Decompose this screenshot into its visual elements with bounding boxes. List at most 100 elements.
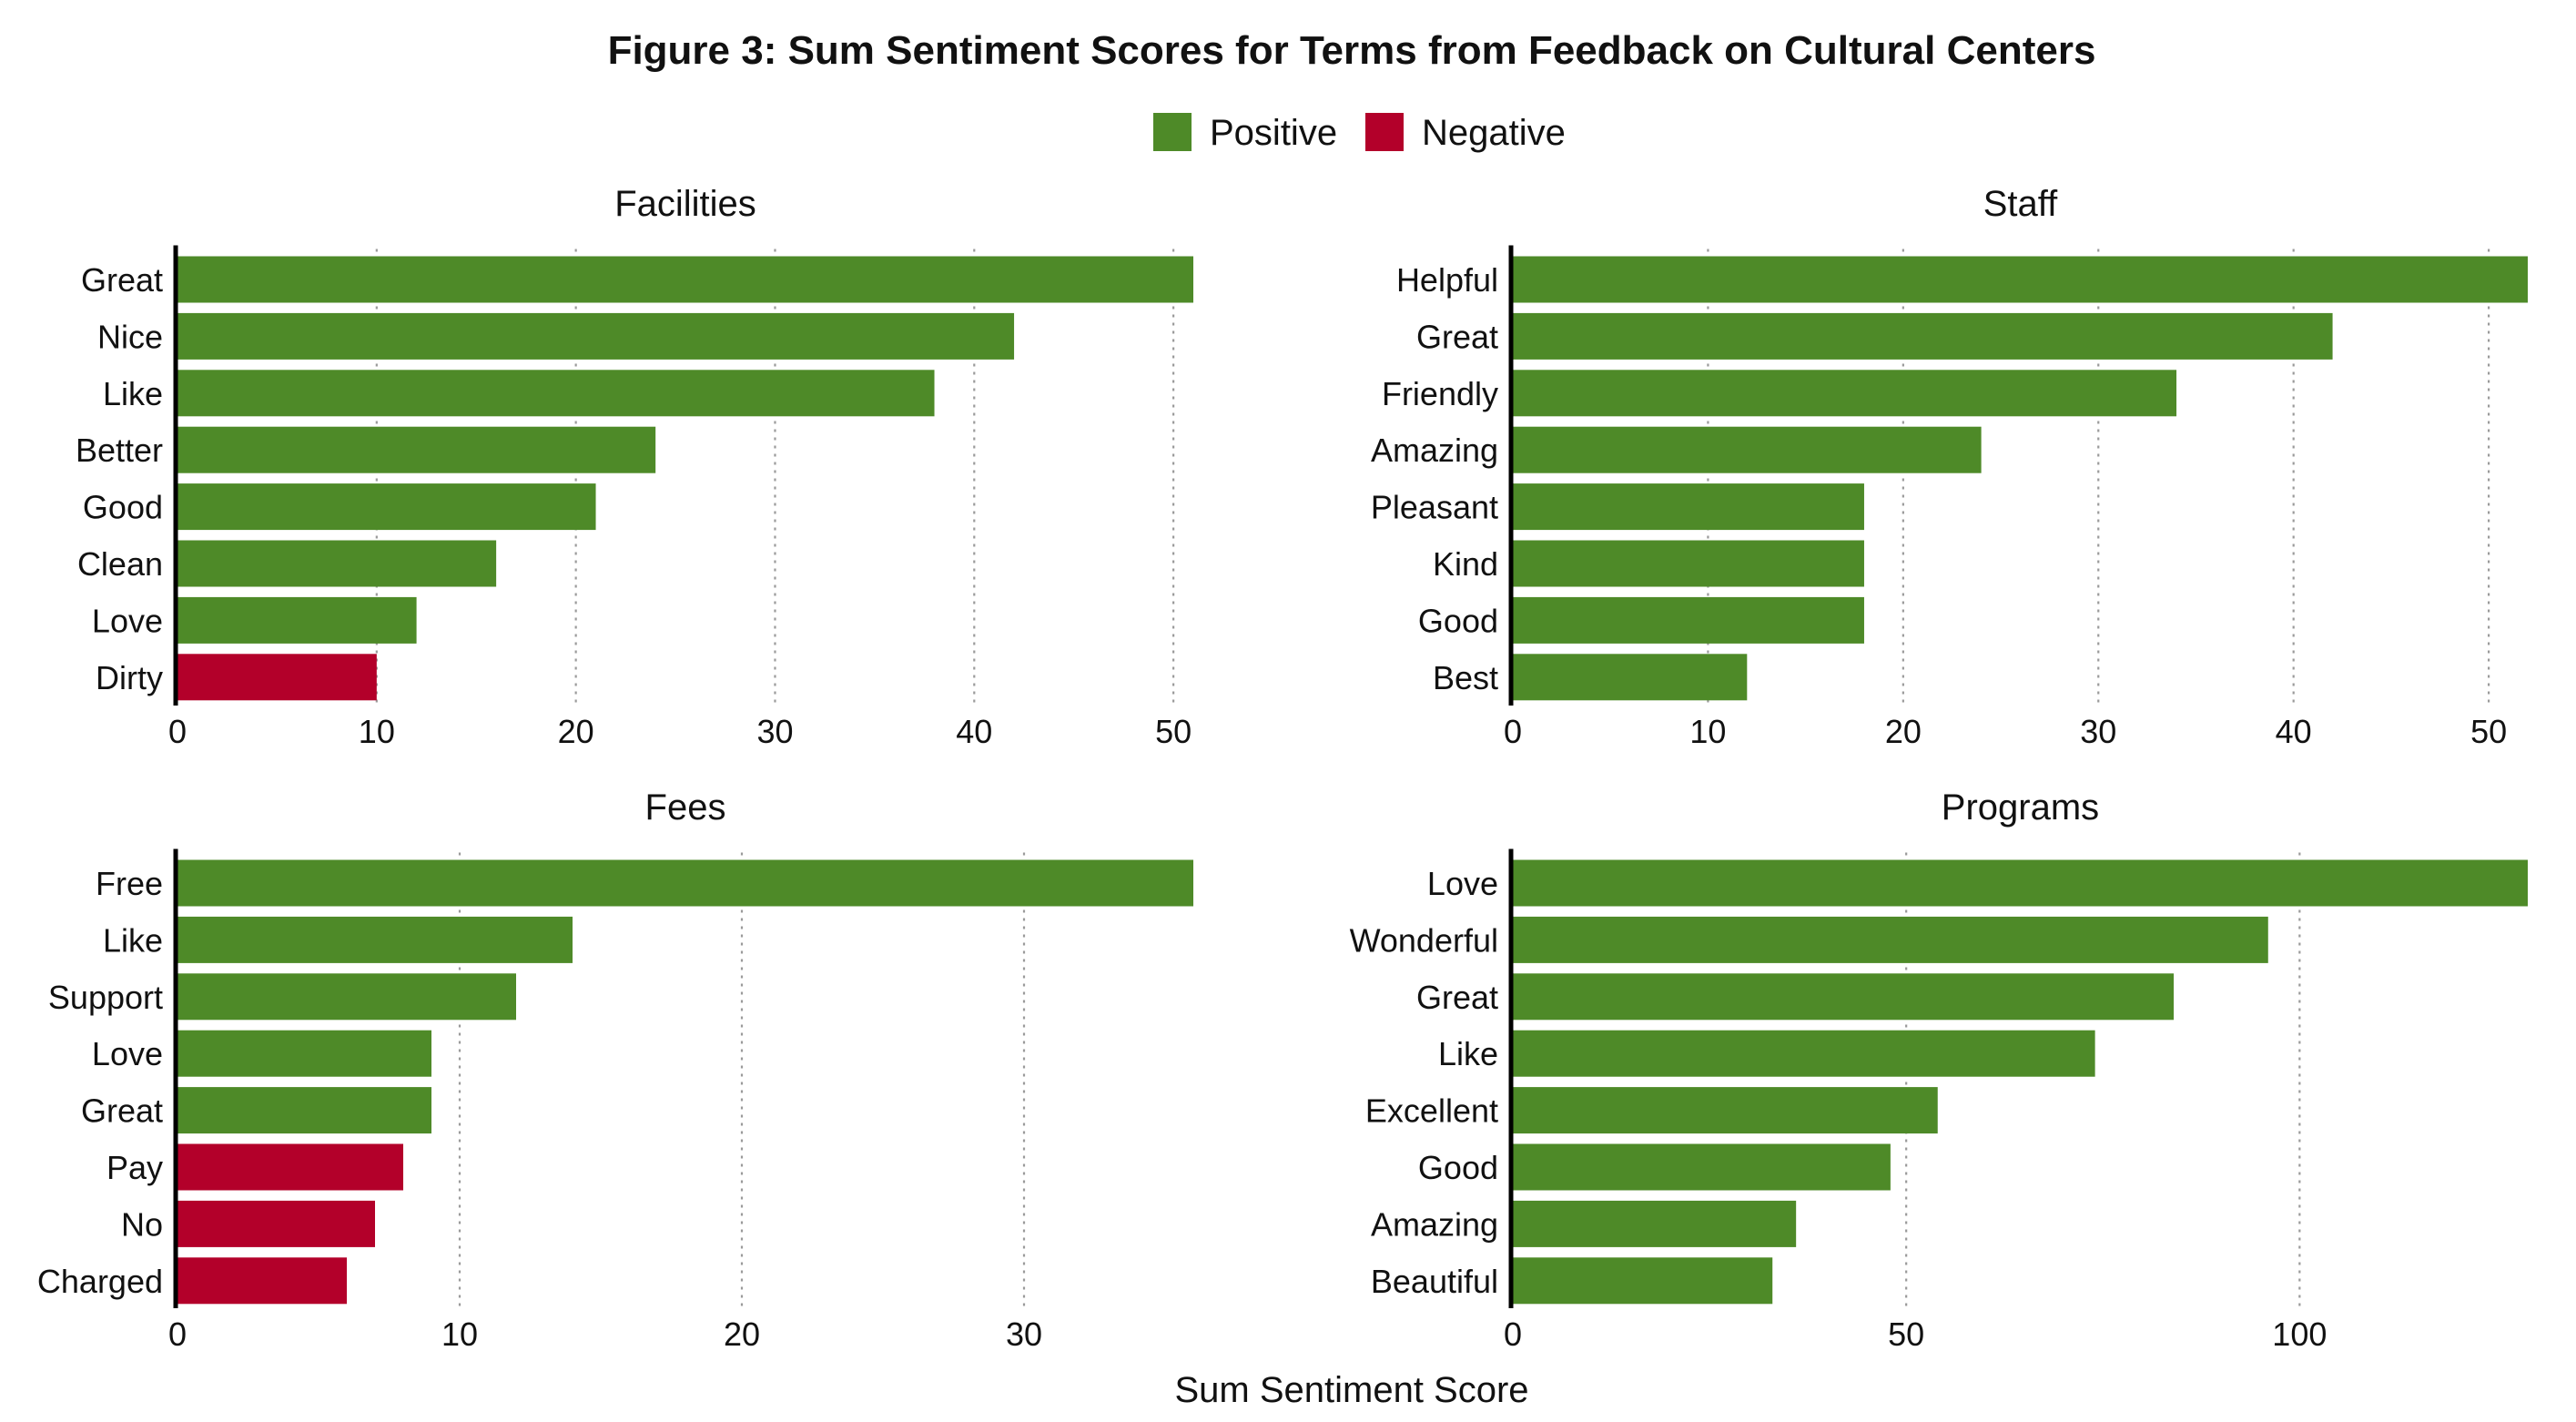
category-label-programs-great: Great <box>1416 979 1498 1016</box>
bar-staff-good <box>1513 596 1864 644</box>
category-label-staff-great: Great <box>1416 318 1498 355</box>
tick-label-facilities-30: 30 <box>756 713 793 750</box>
bar-staff-kind <box>1513 540 1864 587</box>
category-label-programs-like: Like <box>1438 1035 1498 1072</box>
tick-label-staff-50: 50 <box>2470 713 2507 750</box>
bar-programs-love <box>1513 859 2528 907</box>
bar-programs-good <box>1513 1143 1891 1191</box>
panel-title-staff: Staff <box>1983 184 2058 224</box>
bar-fees-charged <box>177 1257 347 1305</box>
bar-fees-great <box>177 1087 431 1134</box>
category-label-programs-wonderful: Wonderful <box>1350 921 1498 959</box>
category-label-programs-amazing: Amazing <box>1371 1205 1498 1243</box>
tick-label-staff-0: 0 <box>1504 713 1522 750</box>
category-label-staff-good: Good <box>1418 602 1498 639</box>
legend-swatch-negative <box>1365 113 1404 151</box>
tick-label-fees-0: 0 <box>168 1315 187 1353</box>
bar-facilities-like <box>177 370 935 417</box>
bar-facilities-better <box>177 426 656 473</box>
legend-label-negative: Negative <box>1422 113 1566 153</box>
tick-label-programs-0: 0 <box>1504 1315 1522 1353</box>
bar-staff-great <box>1513 312 2333 360</box>
category-label-staff-kind: Kind <box>1433 545 1498 583</box>
category-label-fees-no: No <box>121 1205 163 1243</box>
bar-programs-great <box>1513 973 2175 1021</box>
bar-fees-support <box>177 973 516 1021</box>
bar-facilities-love <box>177 596 417 644</box>
bar-facilities-dirty <box>177 654 377 701</box>
bar-facilities-clean <box>177 540 497 587</box>
tick-label-staff-30: 30 <box>2080 713 2116 750</box>
bar-staff-helpful <box>1513 256 2528 303</box>
category-label-facilities-love: Love <box>92 602 163 639</box>
category-label-fees-love: Love <box>92 1035 163 1072</box>
panel-title-fees: Fees <box>645 787 726 828</box>
panel-title-facilities: Facilities <box>614 184 756 224</box>
panel-staff: Staff Helpful Great Friendly Amazing Pleasant… <box>1371 184 2528 750</box>
category-label-staff-helpful: Helpful <box>1396 261 1498 299</box>
category-label-staff-friendly: Friendly <box>1382 375 1498 412</box>
tick-label-facilities-50: 50 <box>1155 713 1192 750</box>
category-label-fees-free: Free <box>96 865 163 902</box>
category-label-facilities-dirty: Dirty <box>96 659 163 696</box>
panel-programs: Programs Love Wonderful Great Like Excellent G… <box>1350 787 2528 1353</box>
tick-label-facilities-0: 0 <box>168 713 187 750</box>
tick-label-fees-30: 30 <box>1006 1315 1042 1353</box>
bar-fees-no <box>177 1200 375 1247</box>
category-label-programs-beautiful: Beautiful <box>1371 1263 1498 1300</box>
tick-label-programs-50: 50 <box>1888 1315 1924 1353</box>
category-label-staff-amazing: Amazing <box>1371 432 1498 469</box>
legend: Positive Negative <box>1153 113 1566 153</box>
category-label-staff-best: Best <box>1433 659 1498 696</box>
category-label-fees-support: Support <box>48 979 163 1016</box>
tick-label-fees-10: 10 <box>441 1315 478 1353</box>
category-label-facilities-great: Great <box>81 261 163 299</box>
tick-label-facilities-40: 40 <box>956 713 992 750</box>
tick-label-facilities-20: 20 <box>558 713 594 750</box>
bar-programs-beautiful <box>1513 1257 1773 1305</box>
category-label-facilities-like: Like <box>103 375 163 412</box>
tick-label-staff-20: 20 <box>1885 713 1922 750</box>
panel-fees: Fees Free Like Support Love Great Pay No Charged… <box>37 787 1193 1353</box>
bar-staff-amazing <box>1513 426 1982 473</box>
category-label-facilities-good: Good <box>83 489 163 526</box>
category-label-fees-like: Like <box>103 921 163 959</box>
legend-label-positive: Positive <box>1210 113 1337 153</box>
tick-label-staff-10: 10 <box>1689 713 1726 750</box>
category-label-facilities-nice: Nice <box>97 318 163 355</box>
x-axis-label: Sum Sentiment Score <box>1174 1370 1528 1410</box>
category-label-facilities-better: Better <box>76 432 163 469</box>
bar-programs-wonderful <box>1513 916 2268 963</box>
category-label-fees-great: Great <box>81 1092 163 1130</box>
bar-fees-love <box>177 1030 431 1077</box>
bar-programs-amazing <box>1513 1200 1797 1247</box>
bar-fees-free <box>177 859 1193 907</box>
bar-staff-pleasant <box>1513 483 1864 531</box>
category-label-fees-charged: Charged <box>37 1263 163 1300</box>
bar-staff-best <box>1513 654 1748 701</box>
legend-swatch-positive <box>1153 113 1192 151</box>
bar-facilities-nice <box>177 312 1015 360</box>
bar-programs-excellent <box>1513 1087 1938 1134</box>
tick-label-programs-100: 100 <box>2272 1315 2327 1353</box>
panel-facilities: Facilities Great Nice Like Better Good Clean Lo… <box>76 184 1193 750</box>
figure-title: Figure 3: Sum Sentiment Scores for Terms… <box>608 28 2096 73</box>
category-label-facilities-clean: Clean <box>77 545 163 583</box>
bar-programs-like <box>1513 1030 2095 1077</box>
tick-label-fees-20: 20 <box>724 1315 760 1353</box>
bar-fees-pay <box>177 1143 403 1191</box>
category-label-programs-love: Love <box>1427 865 1498 902</box>
tick-label-staff-40: 40 <box>2276 713 2312 750</box>
chart-panels: Facilities Great Nice Like Better Good Clean Lo… <box>37 184 2528 1353</box>
bar-facilities-great <box>177 256 1193 303</box>
tick-label-facilities-10: 10 <box>359 713 395 750</box>
category-label-fees-pay: Pay <box>106 1149 163 1186</box>
bar-fees-like <box>177 916 573 963</box>
category-label-staff-pleasant: Pleasant <box>1371 489 1498 526</box>
panel-title-programs: Programs <box>1942 787 2099 828</box>
bar-facilities-good <box>177 483 596 531</box>
category-label-programs-excellent: Excellent <box>1365 1092 1498 1130</box>
bar-staff-friendly <box>1513 370 2177 417</box>
category-label-programs-good: Good <box>1418 1149 1498 1186</box>
